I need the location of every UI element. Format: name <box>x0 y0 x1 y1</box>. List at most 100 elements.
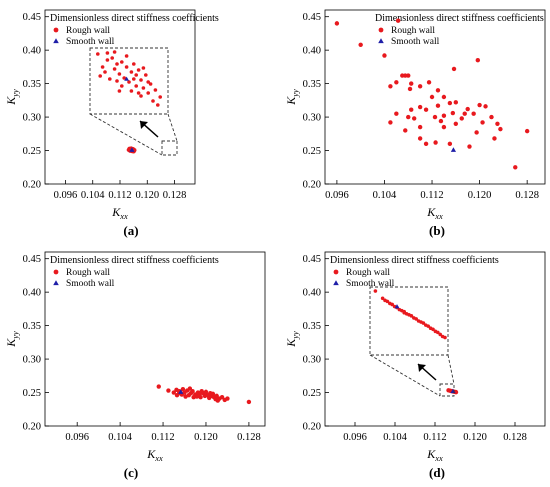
inset-rough-point <box>426 324 431 328</box>
x-tick-label: 0.112 <box>420 190 443 201</box>
y-tick-label: 0.45 <box>23 254 41 265</box>
rough-wall-point <box>400 73 405 78</box>
y-tick-label: 0.20 <box>303 422 321 433</box>
inset-smooth-point <box>394 304 400 309</box>
rough-wall-point <box>199 389 204 394</box>
rough-wall-point <box>453 121 459 126</box>
rough-wall-point <box>453 389 459 395</box>
y-tick-label: 0.30 <box>303 355 321 366</box>
plot-frame <box>44 251 266 427</box>
rough-wall-point <box>417 136 423 141</box>
rough-wall-point <box>409 81 414 86</box>
inset-rough-point <box>402 310 407 315</box>
inset-rough-point <box>132 62 136 66</box>
legend-smooth-marker <box>378 38 384 44</box>
y-tick-label: 0.45 <box>23 12 41 23</box>
legend-smooth-label: Smooth wall <box>66 37 115 47</box>
rough-wall-point <box>417 124 423 130</box>
inset-rough-point <box>96 52 100 56</box>
legend-rough-label: Rough wall <box>391 26 435 36</box>
legend-title: Dimensionless direct stiffness coefficie… <box>50 13 219 24</box>
inset-rough-point <box>100 65 105 69</box>
rough-wall-point <box>388 84 393 89</box>
rough-wall-point <box>513 165 518 170</box>
rough-wall-point <box>394 111 399 116</box>
inset-rough-point <box>129 70 134 74</box>
inset-rough-point <box>431 327 435 332</box>
rough-wall-point <box>446 388 451 393</box>
rough-wall-point <box>190 389 195 394</box>
inset-rough-point <box>120 60 124 64</box>
y-tick-label: 0.30 <box>23 113 41 124</box>
y-tick-label: 0.40 <box>303 288 321 299</box>
inset-rough-point <box>136 68 141 72</box>
inset-rough-point <box>124 54 129 58</box>
rough-wall-point <box>407 86 413 92</box>
inset-rough-point <box>120 84 124 88</box>
y-tick-label: 0.40 <box>303 46 321 57</box>
inset-rough-point <box>146 80 150 84</box>
rough-wall-point <box>435 88 441 93</box>
inset-rough-point <box>132 77 136 81</box>
inset-connector <box>447 354 455 385</box>
inset-rough-point <box>139 78 143 82</box>
inset-rough-point <box>103 70 107 74</box>
zoom-source-box <box>439 383 455 397</box>
x-axis-label: Kxx <box>426 447 443 463</box>
rough-wall-point <box>208 391 213 396</box>
x-tick-label: 0.104 <box>108 432 132 443</box>
y-tick-label: 0.25 <box>303 388 321 399</box>
x-tick-label: 0.120 <box>468 190 492 201</box>
zoom-arrow-head <box>418 364 426 372</box>
inset-connector <box>89 113 163 156</box>
inset-rough-point <box>134 73 138 77</box>
inset-rough-point <box>380 296 385 301</box>
rough-wall-point <box>462 111 467 116</box>
rough-wall-point <box>441 94 447 100</box>
panel-label: (c) <box>124 465 138 480</box>
legend-smooth-label: Smooth wall <box>391 37 440 47</box>
rough-wall-point <box>477 102 482 108</box>
rough-wall-point <box>406 114 411 120</box>
rough-wall-point <box>203 389 209 395</box>
inset-rough-point <box>98 74 102 78</box>
rough-wall-point <box>489 114 494 120</box>
inset-rough-point <box>124 65 129 69</box>
rough-wall-point <box>492 136 497 141</box>
legend-rough-marker <box>53 269 59 275</box>
x-tick-label: 0.096 <box>325 190 349 201</box>
x-tick-label: 0.120 <box>194 432 218 443</box>
legend-rough-label: Rough wall <box>66 26 110 36</box>
inset-rough-point <box>136 91 141 95</box>
rough-wall-point <box>459 116 464 121</box>
rough-wall-point <box>174 393 180 398</box>
inset-rough-point <box>141 66 146 70</box>
rough-wall-point <box>156 384 161 389</box>
x-tick-label: 0.096 <box>65 432 89 443</box>
inset-box <box>369 286 449 356</box>
inset-rough-point <box>158 95 162 99</box>
inset-rough-point <box>105 58 110 62</box>
plot-frame <box>324 9 546 185</box>
y-tick-label: 0.35 <box>23 79 41 90</box>
rough-wall-point <box>433 140 438 145</box>
rough-wall-point <box>198 395 203 400</box>
rough-wall-point <box>166 388 171 393</box>
y-tick-label: 0.30 <box>23 355 41 366</box>
rough-wall-point <box>483 104 488 109</box>
inset-rough-point <box>148 82 153 86</box>
rough-wall-point <box>438 118 444 124</box>
rough-wall-point <box>475 57 481 63</box>
legend-rough-label: Rough wall <box>346 268 390 278</box>
legend-rough-label: Rough wall <box>66 268 110 278</box>
x-tick-label: 0.104 <box>81 190 105 201</box>
rough-wall-point <box>183 394 188 399</box>
rough-wall-point <box>225 396 230 401</box>
inset-rough-point <box>443 335 447 340</box>
smooth-wall-point <box>129 147 135 152</box>
legend-title: Dimensionless direct stiffness coefficie… <box>50 255 219 266</box>
x-tick-label: 0.112 <box>423 432 446 443</box>
inset-rough-point <box>108 77 112 81</box>
inset-rough-point <box>156 103 160 107</box>
